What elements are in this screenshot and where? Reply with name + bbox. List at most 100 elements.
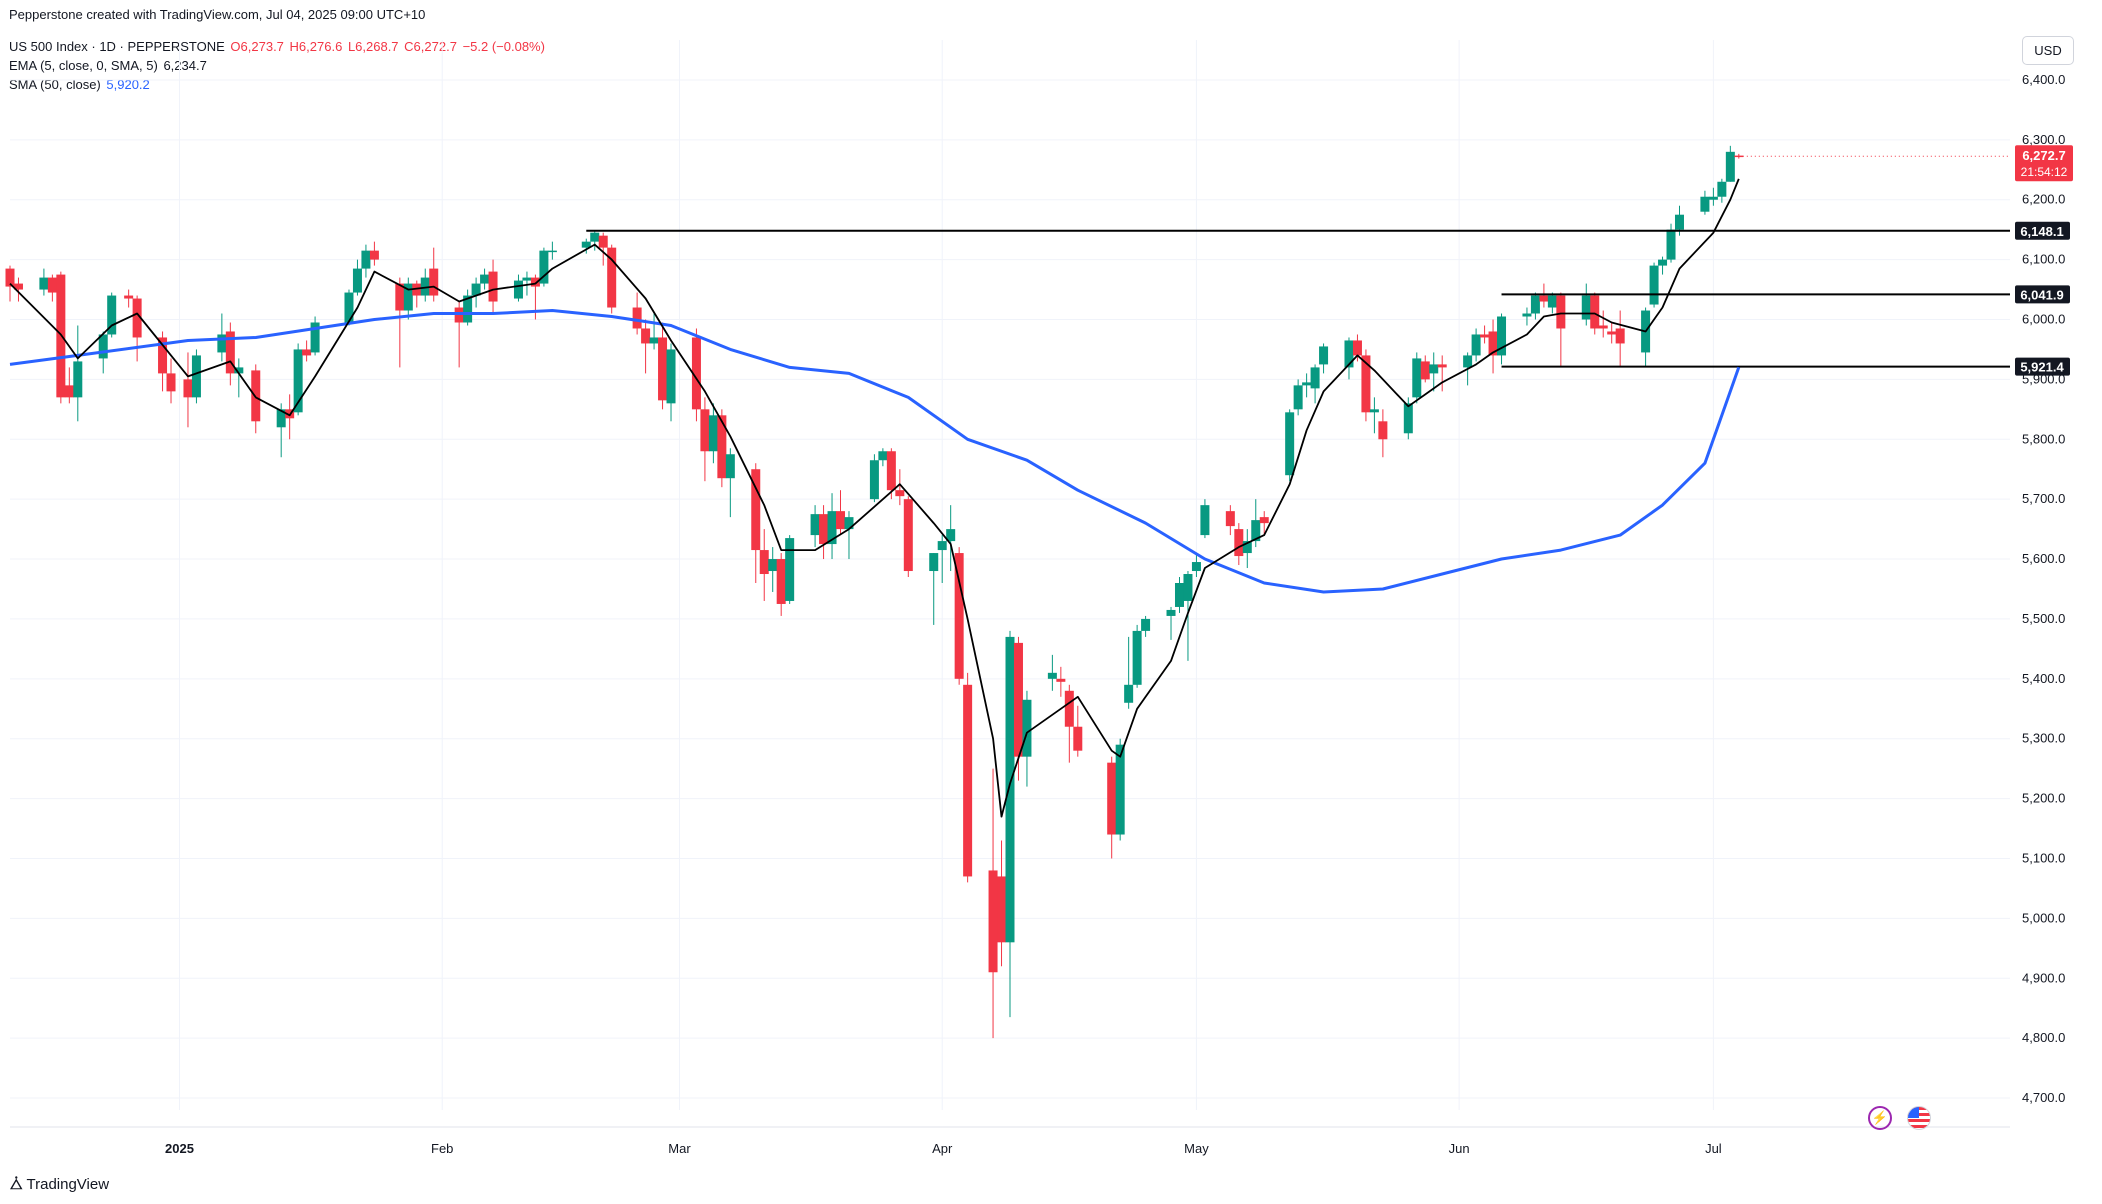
candle-body: [73, 361, 83, 398]
candle: [1225, 505, 1235, 536]
candle: [73, 325, 83, 422]
candle: [632, 292, 642, 335]
candle-body: [64, 385, 74, 398]
candle: [1242, 529, 1252, 569]
price-tick-label: 6,400.0: [2022, 72, 2065, 87]
time-tick-label: Apr: [932, 1141, 953, 1156]
candle-body: [937, 541, 947, 551]
candle: [420, 268, 430, 302]
price-tick-label: 6,300.0: [2022, 132, 2065, 147]
candle: [785, 535, 795, 604]
candle: [1064, 684, 1074, 763]
candle-body: [632, 307, 642, 329]
candle-body: [1497, 316, 1507, 356]
price-axis: 4,700.0 4,800.0 4,900.0 5,000.0 5,100.0 5,200…: [2015, 72, 2073, 1105]
candle: [1107, 756, 1117, 859]
candle-body: [39, 277, 49, 290]
sma-line: [9, 309, 1741, 594]
candle-body: [480, 274, 490, 284]
candle-body: [658, 337, 668, 401]
price-tick-label: 5,300.0: [2022, 731, 2065, 746]
time-tick-label: 2025: [165, 1141, 194, 1156]
candle-body: [598, 235, 608, 248]
candle-body: [513, 280, 523, 299]
candle-body: [1403, 403, 1413, 434]
candle: [412, 280, 422, 308]
candle: [293, 343, 303, 416]
candle: [776, 553, 786, 616]
candle: [1598, 310, 1608, 338]
price-tick-label: 6,200.0: [2022, 192, 2065, 207]
candle-body: [590, 232, 600, 242]
candle-body: [234, 367, 244, 374]
bar-countdown: 21:54:12: [2021, 165, 2068, 179]
currency-button[interactable]: USD: [2022, 36, 2074, 65]
candle-body: [352, 268, 362, 293]
candle-body: [1013, 642, 1023, 757]
candle-body: [929, 553, 939, 572]
candle-body: [1412, 358, 1422, 398]
candle: [836, 490, 846, 536]
tradingview-brand[interactable]: ⧊ TradingView: [10, 1176, 109, 1193]
candle-body: [412, 283, 422, 296]
candle-body: [1234, 529, 1244, 557]
candle: [1319, 343, 1329, 374]
lightning-icon[interactable]: ⚡: [1868, 1106, 1892, 1130]
candle: [1480, 325, 1490, 344]
candle: [395, 277, 405, 368]
candle: [1352, 334, 1362, 362]
candle-body: [124, 295, 134, 299]
candle: [1522, 307, 1532, 326]
candle-body: [522, 277, 532, 281]
open-value: O6,273.7: [230, 39, 284, 54]
horizontal-levels: [586, 155, 2010, 368]
candle: [903, 496, 913, 578]
candle-body: [403, 283, 413, 311]
candle: [132, 295, 142, 362]
time-axis: 2025 Feb Mar Apr May Jun Jul: [10, 1126, 2010, 1156]
sma-label[interactable]: SMA (50, close): [9, 77, 101, 92]
price-tick-label: 4,900.0: [2022, 970, 2065, 985]
candle: [1649, 262, 1659, 308]
ema-value: 6,234.7: [163, 58, 207, 73]
candle-body: [47, 277, 57, 293]
candle: [1022, 690, 1032, 787]
candle-body: [1107, 762, 1117, 835]
tradingview-logo-icon: ⧊: [10, 1176, 22, 1193]
candle: [581, 238, 591, 254]
candle-body: [878, 451, 888, 461]
time-tick-label: Jun: [1449, 1141, 1470, 1156]
candle: [1641, 307, 1651, 368]
candle: [234, 358, 244, 398]
candle-body: [302, 349, 312, 356]
candle: [963, 672, 973, 883]
candle: [878, 448, 888, 467]
candle: [1285, 409, 1295, 482]
candle-body: [1064, 690, 1074, 727]
candle-body: [1183, 574, 1193, 601]
candle: [988, 768, 998, 1039]
candle: [361, 244, 371, 278]
candle-body: [700, 409, 710, 452]
candle-body: [429, 268, 439, 296]
candle-body: [1369, 409, 1379, 413]
candle-body: [768, 559, 778, 572]
us-flag-icon[interactable]: [1907, 1106, 1931, 1130]
last-price-tag: 6,272.7 21:54:12: [2015, 145, 2073, 182]
sma-50-line: [9, 309, 1741, 594]
candle-body: [607, 247, 617, 308]
candle: [463, 289, 473, 326]
candle-body: [276, 409, 286, 428]
symbol-label[interactable]: US 500 Index · 1D · PEPPERSTONE: [9, 39, 225, 54]
candle: [937, 535, 947, 583]
candle: [869, 454, 879, 503]
price-tick-label: 6,100.0: [2022, 252, 2065, 267]
candle: [64, 367, 74, 404]
candle-body: [1488, 331, 1498, 356]
ema-label[interactable]: EMA (5, close, 0, SMA, 5): [9, 58, 158, 73]
candle-body: [1344, 340, 1354, 368]
candle-body: [1361, 355, 1371, 413]
candle-body: [1115, 744, 1125, 835]
time-tick-label: Mar: [668, 1141, 691, 1156]
